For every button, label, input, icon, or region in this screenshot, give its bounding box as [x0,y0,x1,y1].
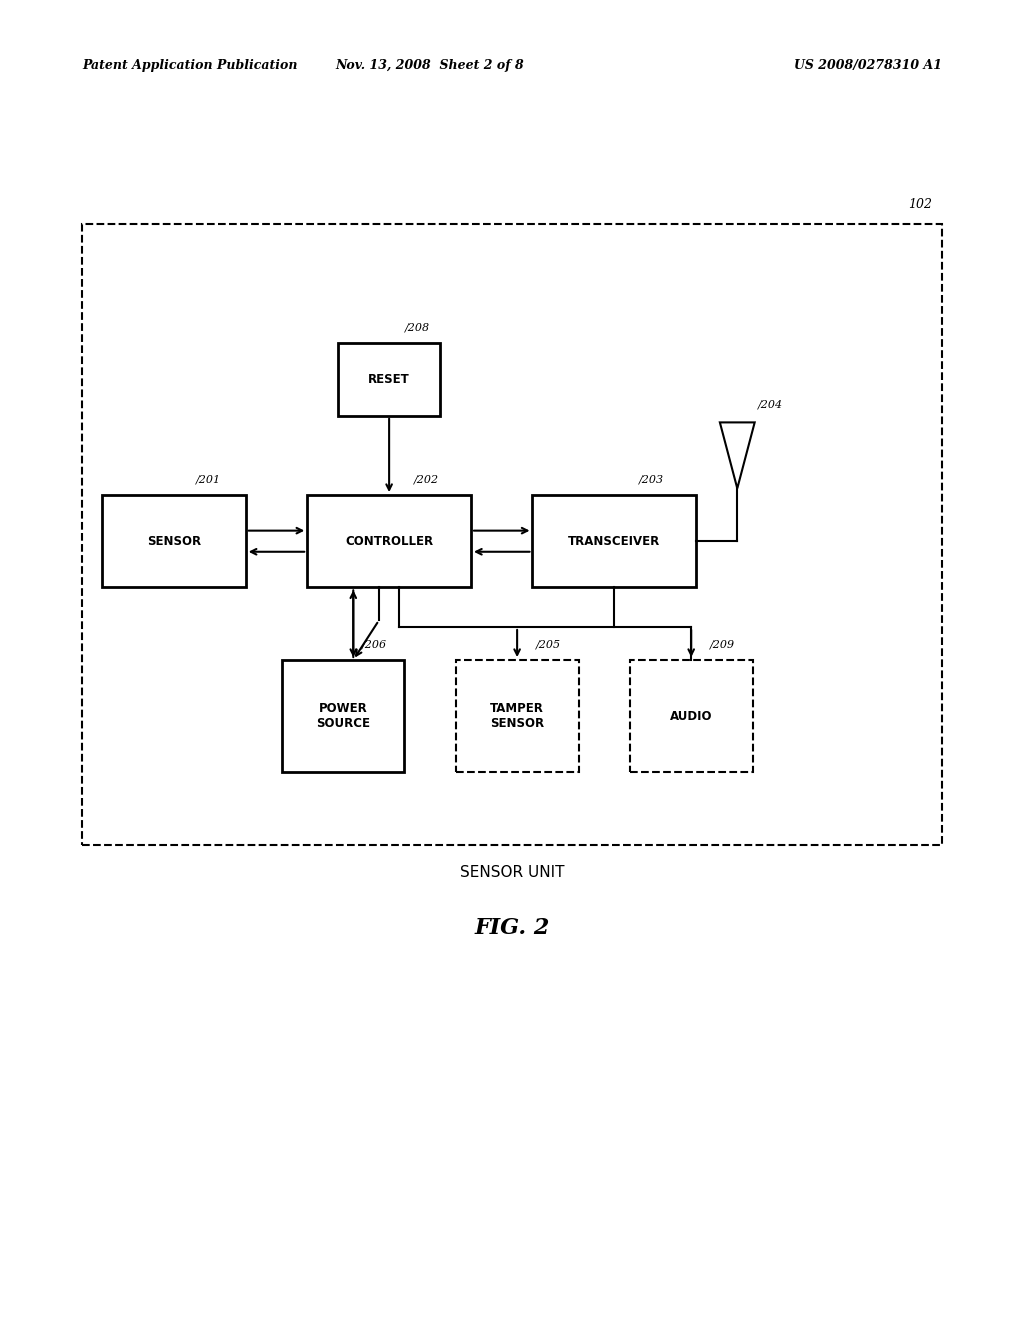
FancyBboxPatch shape [338,343,440,416]
FancyBboxPatch shape [532,495,696,587]
Polygon shape [720,422,755,488]
Text: CONTROLLER: CONTROLLER [345,535,433,548]
Text: SENSOR: SENSOR [147,535,201,548]
Text: FIG. 2: FIG. 2 [474,917,550,940]
FancyBboxPatch shape [282,660,404,772]
FancyBboxPatch shape [307,495,471,587]
Text: AUDIO: AUDIO [670,710,713,722]
Text: /208: /208 [404,322,430,333]
Text: /209: /209 [710,639,735,649]
Text: TAMPER
SENSOR: TAMPER SENSOR [490,702,544,730]
Text: /203: /203 [639,474,665,484]
Text: /202: /202 [414,474,439,484]
Text: Patent Application Publication: Patent Application Publication [82,59,297,73]
Text: US 2008/0278310 A1: US 2008/0278310 A1 [794,59,942,73]
Text: POWER
SOURCE: POWER SOURCE [316,702,370,730]
FancyBboxPatch shape [102,495,246,587]
FancyBboxPatch shape [630,660,753,772]
FancyBboxPatch shape [456,660,579,772]
Text: /205: /205 [536,639,561,649]
Text: /206: /206 [361,639,387,649]
Text: TRANSCEIVER: TRANSCEIVER [568,535,660,548]
Text: Nov. 13, 2008  Sheet 2 of 8: Nov. 13, 2008 Sheet 2 of 8 [336,59,524,73]
Text: RESET: RESET [369,374,410,385]
Text: SENSOR UNIT: SENSOR UNIT [460,865,564,879]
Text: /201: /201 [196,474,221,484]
Text: /204: /204 [758,399,783,409]
Text: 102: 102 [908,198,932,211]
